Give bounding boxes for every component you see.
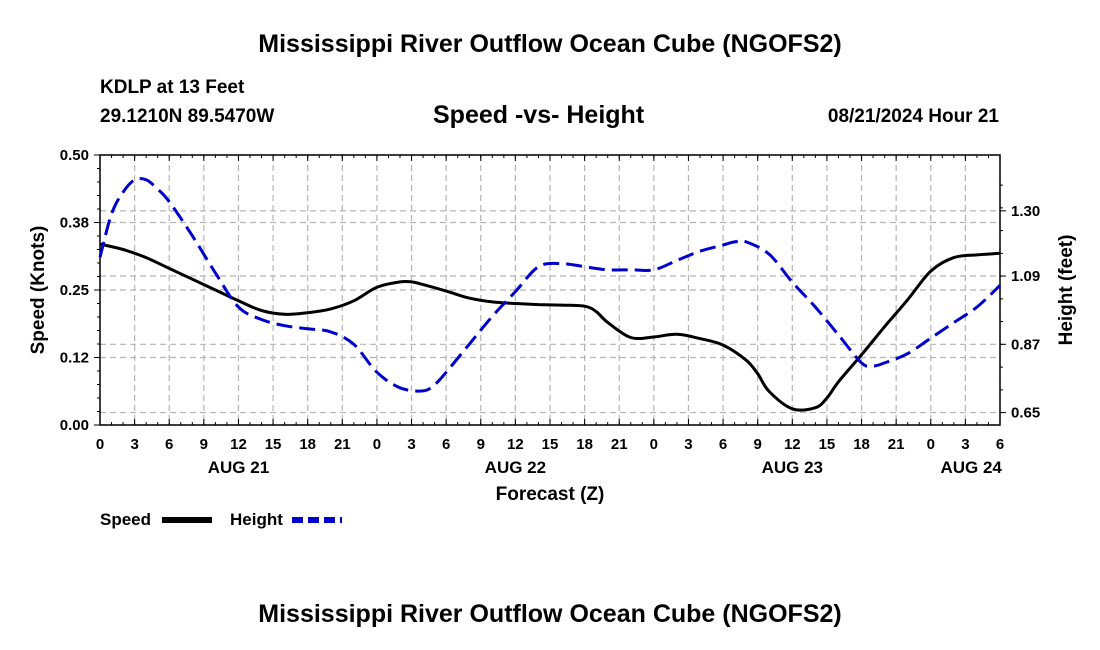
x-date-label: AUG 22: [485, 458, 546, 477]
y-left-tick-label: 0.38: [60, 215, 89, 232]
x-tick-label: 12: [230, 436, 247, 453]
x-tick-label: 15: [265, 436, 282, 453]
x-tick-label: 0: [96, 436, 104, 453]
x-tick-label: 18: [853, 436, 870, 453]
axis-ticks: 0 3 6 9 12 15 18 21 0 3 6 9 12 15 18 21 0 3 6 9 12 15 18 21 0 3 6 A…: [60, 147, 1040, 477]
y-right-tick-label: 0.65: [1011, 405, 1040, 422]
x-tick-label: 12: [507, 436, 524, 453]
legend-speed-label: Speed: [100, 510, 151, 529]
y-axis-left-label: Speed (Knots): [28, 226, 49, 355]
x-tick-label: 6: [165, 436, 173, 453]
speed-height-chart: 0 3 6 9 12 15 18 21 0 3 6 9 12 15 18 21 0 3 6 9 12 15 18 21 0 3 6 A…: [28, 147, 1077, 529]
x-tick-label: 0: [927, 436, 935, 453]
series-lines: [98, 176, 1002, 412]
y-left-tick-label: 0.25: [60, 282, 89, 299]
x-tick-label: 0: [650, 436, 658, 453]
x-tick-label: 3: [961, 436, 969, 453]
x-tick-label: 6: [442, 436, 450, 453]
x-tick-label: 9: [477, 436, 485, 453]
series-line-speed: [99, 242, 1001, 412]
x-tick-label: 3: [130, 436, 138, 453]
x-tick-label: 21: [888, 436, 905, 453]
forecast-datetime: 08/21/2024 Hour 21: [827, 106, 999, 127]
x-tick-label: 15: [819, 436, 836, 453]
footer-title: Mississippi River Outflow Ocean Cube (NG…: [258, 600, 842, 628]
x-date-label: AUG 23: [762, 458, 823, 477]
x-tick-label: 6: [719, 436, 727, 453]
x-tick-label: 15: [542, 436, 559, 453]
y-left-tick-label: 0.12: [60, 350, 89, 367]
x-tick-label: 12: [784, 436, 801, 453]
x-tick-label: 18: [576, 436, 593, 453]
y-right-tick-label: 1.30: [1011, 203, 1040, 220]
y-axis-right-label: Height (feet): [1056, 235, 1077, 346]
y-left-tick-label: 0.00: [60, 417, 89, 434]
y-right-tick-label: 1.09: [1011, 268, 1040, 285]
chart-title: Speed -vs- Height: [433, 101, 645, 129]
y-left-tick-label: 0.50: [60, 147, 89, 164]
station-coordinates: 29.1210N 89.5470W: [100, 106, 275, 127]
x-tick-label: 3: [407, 436, 415, 453]
x-tick-label: 9: [200, 436, 208, 453]
x-axis-label: Forecast (Z): [496, 484, 605, 505]
x-date-label: AUG 21: [208, 458, 269, 477]
series-line-height: [98, 176, 1002, 393]
y-right-tick-label: 0.87: [1011, 336, 1040, 353]
x-date-label: AUG 24: [940, 458, 1002, 477]
legend-height-label: Height: [230, 510, 283, 529]
legend: Speed Height: [100, 510, 342, 529]
x-tick-label: 0: [373, 436, 381, 453]
page-title: Mississippi River Outflow Ocean Cube (NG…: [258, 30, 842, 58]
x-tick-label: 21: [334, 436, 351, 453]
x-tick-label: 6: [996, 436, 1004, 453]
station-label: KDLP at 13 Feet: [100, 77, 245, 98]
x-tick-label: 9: [754, 436, 762, 453]
x-tick-label: 3: [684, 436, 692, 453]
grid-lines: [99, 154, 1001, 426]
x-tick-label: 18: [299, 436, 316, 453]
x-tick-label: 21: [611, 436, 628, 453]
